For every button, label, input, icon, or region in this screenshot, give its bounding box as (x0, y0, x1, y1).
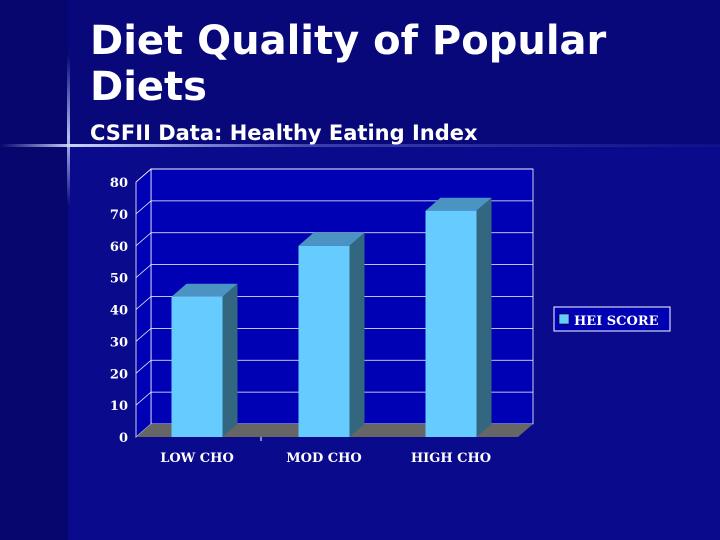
gridline-diagonal (135, 232, 152, 247)
legend-box (553, 306, 671, 332)
legend-swatch (558, 313, 570, 325)
slide-subtitle: CSFII Data: Healthy Eating Index (90, 121, 478, 145)
left-background-band (0, 0, 68, 540)
bar (425, 210, 477, 437)
decorative-vertical-line (67, 55, 70, 205)
slide-title-line2: Diets (90, 64, 207, 110)
bar-side (476, 197, 492, 437)
bar-top (298, 232, 365, 246)
gridline-diagonal (135, 200, 152, 215)
y-tick-label: 70 (110, 208, 128, 223)
decorative-horizontal-line (0, 144, 720, 147)
slide-title-line1: Diet Quality of Popular (90, 18, 607, 64)
x-category-label: HIGH CHO (411, 451, 491, 466)
y-tick-label: 40 (110, 304, 128, 319)
gridline-diagonal (135, 391, 152, 406)
x-category-label: LOW CHO (160, 451, 234, 466)
slide-title: Diet Quality of Popular Diets (90, 18, 606, 110)
y-tick-label: 50 (110, 272, 128, 287)
bar-top (425, 197, 492, 211)
title-background-band (68, 0, 720, 146)
bar-top (171, 283, 238, 297)
gridline-diagonal (135, 264, 152, 278)
gridline-diagonal (135, 359, 152, 374)
bar (298, 245, 350, 437)
legend-label: HEI SCORE (574, 314, 659, 329)
gridline-diagonal (135, 168, 152, 183)
y-tick-label: 20 (110, 367, 128, 382)
y-tick-label: 10 (110, 399, 128, 414)
y-tick-label: 60 (110, 240, 128, 255)
y-tick-label: 80 (110, 176, 128, 191)
y-tick-label: 30 (110, 335, 128, 350)
bar-side (222, 283, 238, 437)
bar-side (349, 232, 365, 437)
y-tick-label: 0 (119, 431, 128, 446)
bar (171, 296, 223, 437)
gridline-diagonal (135, 296, 152, 310)
x-category-label: MOD CHO (286, 451, 361, 466)
gridline-diagonal (135, 328, 152, 342)
